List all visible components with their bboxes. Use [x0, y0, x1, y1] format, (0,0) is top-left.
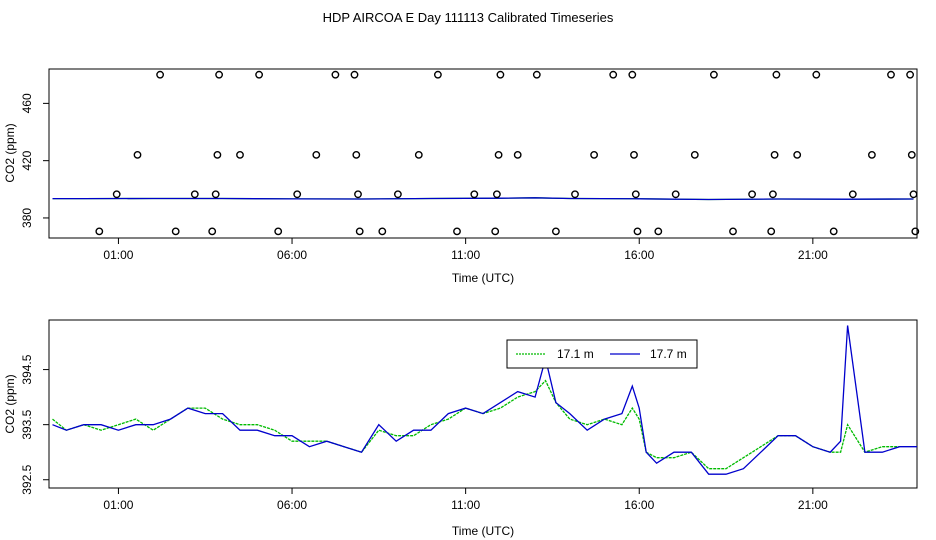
outlier-point — [354, 190, 362, 199]
outlier-point — [772, 70, 781, 79]
outlier-point — [690, 150, 699, 159]
outlier-point — [769, 190, 777, 199]
outlier-point — [609, 70, 618, 79]
top-y-tick-label: 380 — [20, 208, 34, 228]
outlier-point — [907, 150, 916, 159]
outlier-point — [274, 227, 283, 236]
top-y-tick-label: 460 — [20, 93, 34, 113]
outlier-point — [352, 150, 361, 159]
outlier-point — [793, 150, 802, 159]
outlier-point — [211, 190, 220, 199]
top-x-tick-label: 11:00 — [451, 248, 480, 262]
top-y-axis-label: CO2 (ppm) — [3, 123, 17, 182]
outlier-point — [433, 70, 442, 79]
top-x-tick-label: 21:00 — [798, 248, 828, 262]
outlier-point — [767, 227, 776, 236]
outlier-point — [492, 190, 501, 199]
outlier-point — [236, 150, 244, 159]
outlier-point — [812, 70, 821, 79]
outlier-point — [906, 70, 914, 79]
bottom-x-tick-label: 01:00 — [103, 498, 133, 512]
outlier-point — [571, 190, 579, 199]
outlier-point — [190, 190, 199, 199]
legend-label-17-1m: 17.1 m — [557, 347, 594, 361]
top-outlier-points — [95, 70, 920, 236]
outlier-point — [770, 150, 779, 159]
bottom-x-tick-label: 06:00 — [277, 498, 307, 512]
outlier-point — [491, 227, 500, 236]
legend: 17.1 m 17.7 m — [506, 339, 698, 369]
outlier-point — [331, 70, 340, 79]
outlier-point — [513, 150, 522, 159]
outlier-point — [887, 70, 895, 79]
outlier-point — [748, 190, 756, 199]
bottom-series-line-17-7m — [52, 325, 917, 475]
top-x-axis-label: Time (UTC) — [452, 271, 514, 285]
bottom-series — [52, 325, 917, 475]
top-x-tick-label: 16:00 — [624, 248, 654, 262]
top-x-tick-label: 01:00 — [103, 248, 133, 262]
outlier-point — [215, 70, 224, 79]
outlier-point — [868, 150, 876, 159]
outlier-point — [909, 190, 918, 199]
outlier-point — [654, 227, 663, 236]
top-panel: 01:00 06:00 11:00 16:00 21:00 380 420 460 Time… — [3, 68, 920, 285]
outlier-point — [633, 227, 642, 236]
bottom-x-tick-label: 21:00 — [798, 498, 828, 512]
bottom-x-tick-label: 11:00 — [451, 498, 480, 512]
outlier-point — [355, 227, 364, 236]
top-series-line-17-7m — [52, 197, 914, 201]
bottom-y-axis: 392.5 393.5 394.5 — [20, 354, 49, 495]
outlier-point — [590, 150, 598, 159]
outlier-point — [350, 70, 359, 79]
outlier-point — [496, 70, 505, 79]
outlier-point — [208, 227, 217, 236]
outlier-point — [911, 227, 920, 236]
outlier-point — [95, 227, 104, 236]
top-x-axis: 01:00 06:00 11:00 16:00 21:00 — [103, 238, 828, 262]
outlier-point — [255, 70, 264, 79]
figure-title: HDP AIRCOA E Day 111113 Calibrated Times… — [323, 10, 614, 25]
bottom-plot-frame — [48, 319, 918, 489]
outlier-point — [628, 70, 637, 79]
outlier-point — [729, 227, 737, 236]
outlier-point — [630, 150, 638, 159]
bottom-x-tick-label: 16:00 — [624, 498, 654, 512]
bottom-series-line-17-1m — [52, 379, 900, 470]
outlier-point — [671, 190, 680, 199]
top-y-tick-label: 420 — [20, 150, 34, 170]
outlier-point — [453, 227, 461, 236]
bottom-y-tick-label: 393.5 — [20, 409, 34, 439]
bottom-y-tick-label: 392.5 — [20, 464, 34, 494]
outlier-point — [829, 227, 838, 236]
outlier-point — [378, 227, 387, 236]
outlier-point — [312, 150, 321, 159]
outlier-point — [293, 190, 302, 199]
outlier-point — [414, 150, 423, 159]
outlier-point — [112, 190, 121, 199]
outlier-point — [552, 227, 560, 236]
legend-label-17-7m: 17.7 m — [650, 347, 687, 361]
outlier-point — [213, 150, 222, 159]
outlier-point — [393, 190, 402, 199]
outlier-point — [532, 70, 541, 79]
outlier-point — [470, 190, 479, 199]
bottom-x-axis-label: Time (UTC) — [452, 524, 514, 538]
outlier-point — [848, 190, 857, 199]
outlier-point — [494, 150, 503, 159]
top-y-axis: 380 420 460 — [20, 93, 49, 228]
top-plot-frame — [48, 68, 918, 239]
outlier-point — [133, 150, 142, 159]
top-series — [52, 197, 914, 201]
outlier-point — [631, 190, 640, 199]
outlier-point — [710, 70, 718, 79]
bottom-x-axis: 01:00 06:00 11:00 16:00 21:00 — [103, 488, 828, 512]
outlier-point — [156, 70, 165, 79]
bottom-y-tick-label: 394.5 — [20, 354, 34, 384]
bottom-y-axis-label: CO2 (ppm) — [3, 374, 17, 433]
outlier-point — [171, 227, 180, 236]
top-x-tick-label: 06:00 — [277, 248, 307, 262]
bottom-panel: 01:00 06:00 11:00 16:00 21:00 392.5 393.5 394.… — [3, 319, 918, 538]
